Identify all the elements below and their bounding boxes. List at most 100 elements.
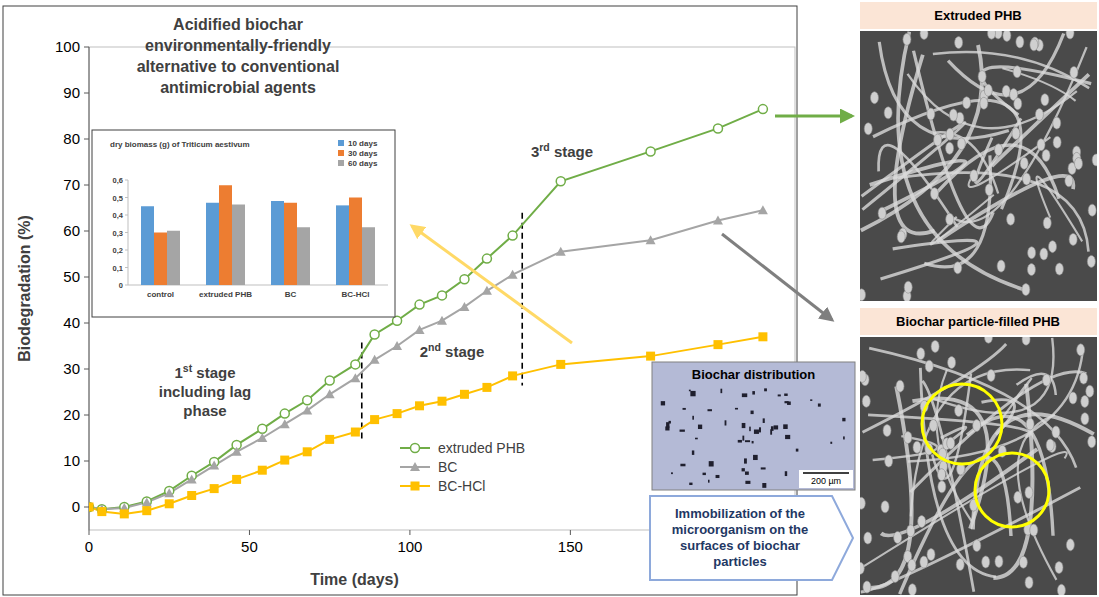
sem-cell xyxy=(860,370,866,382)
legend-label: BC-HCl xyxy=(438,478,485,494)
sem-cell xyxy=(862,395,870,407)
text-part: on xyxy=(769,522,785,537)
micrograph-speck xyxy=(689,390,691,392)
sem-cell xyxy=(1052,426,1060,438)
sem-cell xyxy=(1022,337,1030,345)
micrograph-speck xyxy=(742,436,744,441)
sem-cell xyxy=(985,184,993,196)
inset-y-tick xyxy=(125,250,128,251)
text-sup: rd xyxy=(539,141,550,153)
series-point xyxy=(210,484,219,493)
micrograph-speck xyxy=(810,399,812,401)
sem-cell xyxy=(920,31,928,39)
sem-cell xyxy=(1049,241,1057,253)
series-point xyxy=(482,254,491,263)
sem-cell xyxy=(1035,108,1043,120)
micrograph-speck xyxy=(720,389,722,393)
series-point xyxy=(142,506,151,515)
series-point xyxy=(257,433,267,442)
text-part: phase xyxy=(183,402,226,419)
inset-category-label: BC-HCl xyxy=(342,290,370,299)
series-point xyxy=(370,330,379,339)
sem-cell xyxy=(963,97,971,109)
sem-cell xyxy=(864,532,872,544)
series-point xyxy=(351,428,360,437)
legend-marker xyxy=(410,462,420,471)
series-point xyxy=(393,316,402,325)
micrograph-speck xyxy=(752,441,754,443)
sem-cell xyxy=(938,481,946,493)
sem-cell xyxy=(930,188,938,200)
inset-y-tick-label: 0,2 xyxy=(113,246,123,255)
inset-bar xyxy=(336,205,349,285)
sem-cell xyxy=(997,260,1005,272)
x-tick xyxy=(570,530,571,535)
series-point xyxy=(758,205,768,214)
text-line: Acidified biochar xyxy=(173,16,303,33)
callout-shape xyxy=(650,496,853,580)
inset-bar xyxy=(362,227,375,285)
sem-cell xyxy=(1092,154,1097,166)
sem-cell xyxy=(934,134,942,146)
text-part: Acidified xyxy=(173,16,241,33)
y-tick xyxy=(84,507,89,508)
sem-cell xyxy=(1040,248,1048,260)
sem-cell xyxy=(860,289,866,301)
series-point xyxy=(482,286,492,295)
series-point xyxy=(142,497,152,506)
y-tick-label: 30 xyxy=(63,360,80,377)
micrograph-speck xyxy=(759,427,761,432)
sem-cell xyxy=(1046,439,1054,451)
series-point xyxy=(459,302,469,311)
micrograph-speck xyxy=(761,467,766,469)
sem-cell xyxy=(881,501,889,513)
sem-fibre xyxy=(922,381,973,592)
x-tick xyxy=(409,530,410,535)
text-line: including lag xyxy=(159,383,252,400)
inset-y-tick xyxy=(125,215,128,216)
series-point xyxy=(232,475,241,484)
inset-bar xyxy=(219,185,232,285)
sem-background xyxy=(860,31,1097,301)
micrograph-speck xyxy=(745,481,750,484)
series-point xyxy=(460,390,469,399)
inset-bar xyxy=(232,205,245,286)
sem-cell xyxy=(918,516,926,528)
series-point xyxy=(280,419,290,428)
text-line: environmentally-friendly xyxy=(145,37,331,54)
y-tick-label: 80 xyxy=(63,130,80,147)
series-point xyxy=(303,396,312,405)
sem-fibre xyxy=(895,55,935,234)
series-point xyxy=(556,177,565,186)
micrograph-speck xyxy=(830,442,832,444)
sem-fibre xyxy=(907,74,1076,128)
sem-cell xyxy=(1043,217,1051,229)
micrograph-speck xyxy=(762,483,766,488)
micrograph-speck xyxy=(695,438,698,440)
y-tick-label: 40 xyxy=(63,314,80,331)
micrograph-title-ground xyxy=(692,366,817,383)
micrograph-speck xyxy=(745,471,749,474)
inset-bars xyxy=(141,185,375,285)
sem-cell xyxy=(1027,264,1035,276)
sem-cell xyxy=(903,33,911,45)
sem-background xyxy=(860,337,1097,595)
sem-cell xyxy=(946,128,954,140)
micrograph-speck xyxy=(785,435,790,439)
sem-cell xyxy=(1081,395,1089,407)
arrow xyxy=(412,226,572,343)
micrograph-speck xyxy=(716,475,720,478)
y-tick xyxy=(84,139,89,140)
sem-cell xyxy=(978,71,986,83)
annotation: Acidified biochar environmentally-friendl… xyxy=(137,16,340,96)
micrograph-title: Biochar distribution xyxy=(692,367,816,382)
text-part: stage xyxy=(196,364,235,381)
micrograph-speck xyxy=(742,423,746,428)
sem-cell xyxy=(917,348,925,360)
sem-cell xyxy=(1028,247,1036,259)
series-point xyxy=(556,247,566,256)
series-point xyxy=(187,474,197,483)
text-part: Immobilization xyxy=(675,506,766,521)
sem-cell xyxy=(896,380,904,392)
highlight-circle xyxy=(975,453,1049,527)
